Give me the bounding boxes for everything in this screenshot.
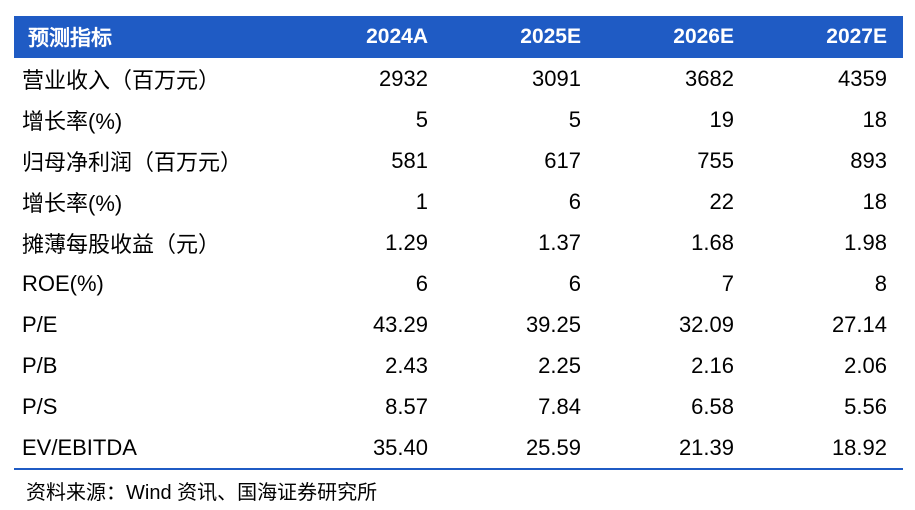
table-row: P/E 43.29 39.25 32.09 27.14 xyxy=(14,304,903,345)
table-row: 增长率(%) 5 5 19 18 xyxy=(14,99,903,140)
table-cell: 5 xyxy=(415,106,428,132)
table-cell: 3091 xyxy=(532,65,581,91)
table-cell: 4359 xyxy=(838,65,887,91)
table-cell: 1.37 xyxy=(538,229,581,255)
table-cell: 43.29 xyxy=(372,311,428,337)
table-cell: 3682 xyxy=(685,65,734,91)
table-cell: 1.98 xyxy=(844,229,887,255)
table-cell: 18.92 xyxy=(831,434,887,460)
row-label: 增长率(%) xyxy=(22,108,123,134)
table-row: P/S 8.57 7.84 6.58 5.56 xyxy=(14,386,903,427)
table-cell: 2.43 xyxy=(385,352,428,378)
table-row: EV/EBITDA 35.40 25.59 21.39 18.92 xyxy=(14,427,903,468)
row-label: P/B xyxy=(22,352,58,378)
table-cell: 8.57 xyxy=(385,393,428,419)
forecast-table-container: 预测指标 2024A 2025E 2026E 2027E 营业收入（百万元） 2… xyxy=(14,16,903,470)
row-label: EV/EBITDA xyxy=(22,434,137,460)
table-cell: 19 xyxy=(709,106,734,132)
header-cell-2027e: 2027E xyxy=(826,25,887,48)
table-cell: 6 xyxy=(568,188,581,214)
table-cell: 18 xyxy=(862,106,887,132)
table-cell: 2932 xyxy=(379,65,428,91)
row-label: 营业收入（百万元） xyxy=(22,67,221,93)
table-cell: 2.16 xyxy=(691,352,734,378)
table-bottom-rule xyxy=(14,468,903,470)
table-cell: 6 xyxy=(415,270,428,296)
table-cell: 35.40 xyxy=(372,434,428,460)
row-label: 摊薄每股收益（元） xyxy=(22,231,221,257)
header-cell-2025e: 2025E xyxy=(520,25,581,48)
table-cell: 2.06 xyxy=(844,352,887,378)
table-cell: 617 xyxy=(544,147,581,173)
table-cell: 18 xyxy=(862,188,887,214)
header-cell-2024a: 2024A xyxy=(366,25,428,48)
table-cell: 2.25 xyxy=(538,352,581,378)
table-cell: 8 xyxy=(874,270,887,296)
table-cell: 6.58 xyxy=(691,393,734,419)
header-cell-2026e: 2026E xyxy=(673,25,734,48)
table-cell: 893 xyxy=(850,147,887,173)
table-header-row: 预测指标 2024A 2025E 2026E 2027E xyxy=(14,16,903,58)
table-cell: 755 xyxy=(697,147,734,173)
table-row: 营业收入（百万元） 2932 3091 3682 4359 xyxy=(14,58,903,99)
table-cell: 1 xyxy=(415,188,428,214)
table-cell: 25.59 xyxy=(525,434,581,460)
table-row: 归母净利润（百万元） 581 617 755 893 xyxy=(14,140,903,181)
table-cell: 22 xyxy=(709,188,734,214)
table-cell: 1.29 xyxy=(385,229,428,255)
table-row: P/B 2.43 2.25 2.16 2.06 xyxy=(14,345,903,386)
table-cell: 5.56 xyxy=(844,393,887,419)
table-cell: 21.39 xyxy=(678,434,734,460)
forecast-table: 预测指标 2024A 2025E 2026E 2027E 营业收入（百万元） 2… xyxy=(14,16,903,468)
header-cell-indicator: 预测指标 xyxy=(28,27,112,50)
source-note: 资料来源：Wind 资讯、国海证券研究所 xyxy=(26,482,378,504)
row-label: ROE(%) xyxy=(22,270,104,296)
row-label: P/E xyxy=(22,311,58,337)
table-row: 摊薄每股收益（元） 1.29 1.37 1.68 1.98 xyxy=(14,222,903,263)
row-label: 增长率(%) xyxy=(22,190,123,216)
table-cell: 39.25 xyxy=(525,311,581,337)
table-row: 增长率(%) 1 6 22 18 xyxy=(14,181,903,222)
table-cell: 1.68 xyxy=(691,229,734,255)
table-cell: 32.09 xyxy=(678,311,734,337)
table-cell: 581 xyxy=(391,147,428,173)
table-cell: 7 xyxy=(721,270,734,296)
table-cell: 5 xyxy=(568,106,581,132)
row-label: 归母净利润（百万元） xyxy=(22,149,243,175)
table-cell: 27.14 xyxy=(831,311,887,337)
table-cell: 7.84 xyxy=(538,393,581,419)
row-label: P/S xyxy=(22,393,58,419)
table-cell: 6 xyxy=(568,270,581,296)
table-row: ROE(%) 6 6 7 8 xyxy=(14,263,903,304)
